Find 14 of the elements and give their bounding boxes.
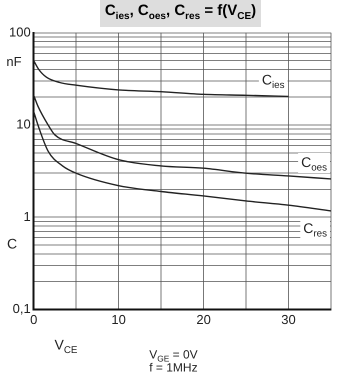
text: nF	[6, 54, 22, 69]
x-tick-label: 30	[281, 312, 296, 327]
line-series	[34, 60, 290, 98]
x-tick-label: 0	[30, 312, 38, 327]
y-tick-label: 1	[23, 208, 31, 224]
y-tick-label: 100	[8, 24, 31, 40]
x-tick-label: 20	[196, 312, 211, 327]
y-tick-label: 10	[16, 116, 31, 132]
x-tick-label: 10	[111, 312, 126, 327]
line-series	[34, 94, 331, 180]
line-series	[34, 110, 331, 212]
y-axis-title: C	[6, 236, 18, 252]
chart-title: C$_{ies}$, C$_{oes}$, C$_{res}$ = f(V$_{CE}$)	[104, 2, 256, 22]
y-tick-label: 0,1	[12, 300, 31, 316]
